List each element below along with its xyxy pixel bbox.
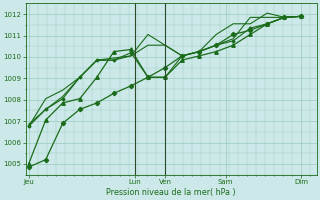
X-axis label: Pression niveau de la mer( hPa ): Pression niveau de la mer( hPa )	[106, 188, 236, 197]
